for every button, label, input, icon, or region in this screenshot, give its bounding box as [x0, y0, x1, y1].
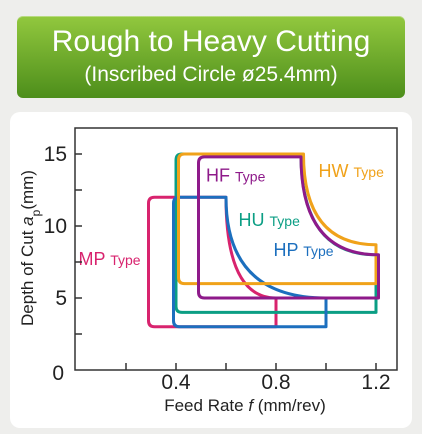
x-tick-label: 1.2: [361, 371, 390, 394]
region-labels: MP Type HU Type HP Type HW Type HF Type: [79, 161, 385, 269]
hp-type-label: HP Type: [274, 240, 334, 260]
chart-subtitle: (Inscribed Circle ø25.4mm): [84, 63, 338, 86]
y-tick-label: 5: [55, 287, 67, 310]
axes: [74, 127, 398, 371]
chart-title-banner: Rough to Heavy Cutting (Inscribed Circle…: [17, 16, 405, 98]
y-tick-label: 10: [44, 215, 67, 238]
hu-type-label: HU Type: [239, 210, 301, 230]
x-axis-title: Feed Rate f (mm/rev): [164, 396, 326, 415]
hf-region-outline: [197, 155, 380, 300]
mp-region-outline: [147, 195, 278, 329]
mp-type-label: MP Type: [79, 249, 141, 269]
hw-region-outline: [177, 152, 378, 286]
y-tick-label: 15: [44, 143, 67, 166]
plot-panel: [10, 112, 412, 428]
hf-type-label: HF Type: [206, 165, 266, 185]
y-axis-title: Depth of Cut ap(mm): [18, 170, 43, 326]
x-tick-label: 0.4: [161, 371, 191, 394]
plot-frame: [74, 127, 398, 371]
x-tick-label: 0.8: [261, 371, 290, 394]
chart-title: Rough to Heavy Cutting: [51, 25, 371, 58]
origin-label: 0: [52, 362, 64, 385]
hw-type-label: HW Type: [319, 161, 385, 181]
region-outlines: [147, 152, 380, 329]
tick-labels: 0.4 0.8 1.2 5 10 15 0: [44, 143, 391, 394]
